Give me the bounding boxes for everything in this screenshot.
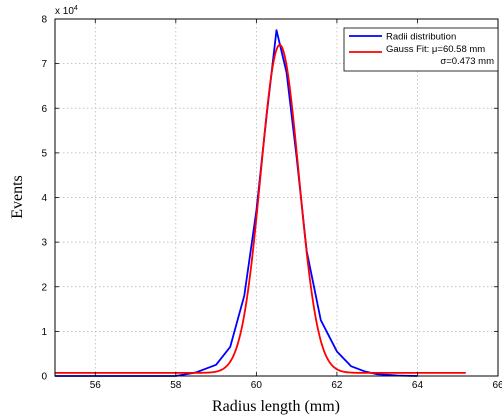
- series-line-radii-distribution: [55, 29, 418, 377]
- x-tick-label: 60: [251, 380, 263, 391]
- y-tick-label: 4: [41, 193, 47, 204]
- y-tick-label: 1: [41, 327, 47, 338]
- legend-label-radii: Radii distribution: [386, 32, 456, 43]
- series-line-gauss-fit: [55, 44, 466, 374]
- legend-label-gauss: Gauss Fit: μ=60.58 mm: [386, 44, 485, 55]
- legend-label-gauss-sigma: σ=0.473 mm: [440, 56, 494, 67]
- y-tick-label: 8: [41, 15, 47, 26]
- y-tick-label: 6: [41, 104, 47, 115]
- y-tick-label: 3: [41, 238, 47, 249]
- plot-series: [55, 29, 466, 377]
- y-tick-label: 7: [41, 59, 47, 70]
- x-tick-label: 56: [90, 380, 102, 391]
- x-axis-title: Radius length (mm): [212, 398, 340, 415]
- x-tick-label: 64: [412, 380, 424, 391]
- x-tick-label: 58: [170, 380, 182, 391]
- y-tick-label: 0: [41, 372, 47, 383]
- y-axis-title: Events: [9, 175, 26, 219]
- y-tick-label: 5: [41, 148, 47, 159]
- x-tick-label: 62: [331, 380, 343, 391]
- x-tick-label: 66: [492, 380, 502, 391]
- grid: [55, 19, 499, 376]
- y-tick-label: 2: [41, 282, 47, 293]
- legend: Radii distribution Gauss Fit: μ=60.58 mm…: [343, 27, 499, 72]
- y-exponent-label: x 104: [55, 5, 78, 17]
